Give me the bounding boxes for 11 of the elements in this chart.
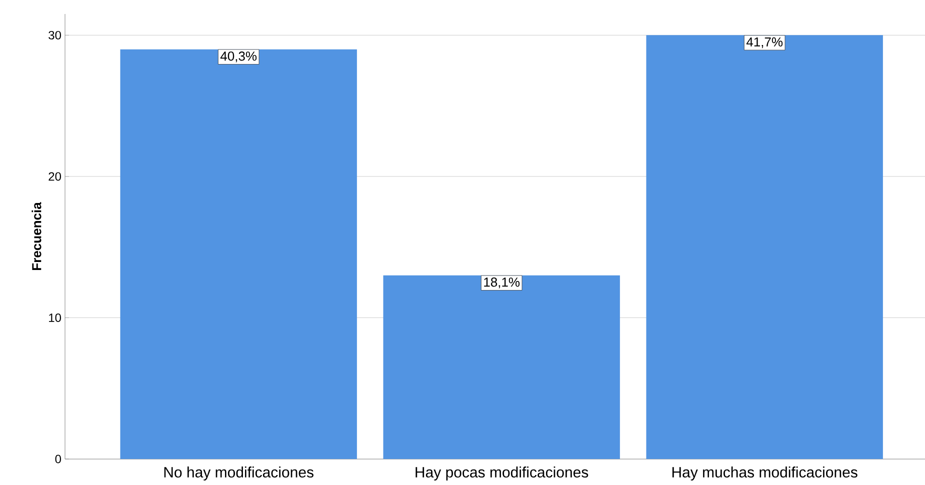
y-tick-label: 0	[55, 454, 62, 464]
y-tick-label: 10	[49, 313, 62, 322]
x-tick-label: No hay modificaciones	[164, 466, 314, 481]
annotation: 41,7%	[746, 37, 783, 48]
x-tick-label: Hay pocas modificaciones	[416, 466, 588, 481]
x-tick-label: Hay muchas modificaciones	[672, 466, 858, 481]
y-tick-label: 30	[48, 30, 62, 40]
annotation: 18,1%	[484, 278, 520, 288]
annotation: 40,3%	[220, 52, 257, 62]
y-tick-label: 20	[48, 172, 62, 181]
y-axis-title: Frecuencia	[32, 202, 42, 270]
